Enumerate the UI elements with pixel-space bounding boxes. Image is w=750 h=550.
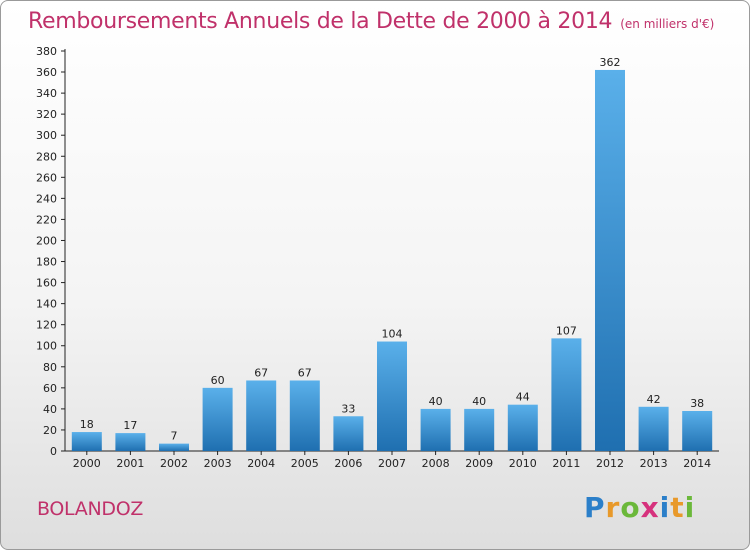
x-tick-label: 2014 [683,457,711,470]
chart-title-text: Remboursements Annuels de la Dette de 20… [28,9,613,34]
x-tick-label: 2013 [640,457,668,470]
y-tick-label: 100 [36,340,57,353]
proxiti-logo[interactable]: Proxiti [584,491,695,524]
data-label: 104 [382,328,403,341]
bar-2000 [71,432,102,451]
x-tick-label: 2012 [596,457,624,470]
x-tick-label: 2011 [552,457,580,470]
bar-2008 [420,408,451,451]
logo-letter: P [584,491,606,524]
y-tick-label: 20 [43,424,57,437]
data-label: 362 [600,56,621,69]
x-tick-label: 2005 [291,457,319,470]
data-label: 17 [123,419,137,432]
y-tick-label: 140 [36,298,57,311]
bar-2002 [159,443,189,451]
chart-title: Remboursements Annuels de la Dette de 20… [28,9,714,34]
data-labels: 18 17 7 60 67 67 33 104 40 40 44 107 362 42 38 [80,56,704,443]
bar-2007 [377,341,407,451]
data-label: 44 [516,391,530,404]
bar-2012 [595,69,625,452]
logo-letter: t [670,491,685,524]
data-label: 33 [341,402,355,415]
y-axis: 0 20 40 60 80 100 120 140 160 180 200 220 240 260 280 3… [36,45,66,458]
bar-2009 [464,408,495,451]
x-tick-label: 2001 [116,457,144,470]
data-label: 18 [80,418,94,431]
bar-2003 [202,387,233,451]
data-label: 7 [171,430,178,443]
y-tick-label: 240 [36,192,57,205]
data-label: 60 [211,374,225,387]
y-tick-label: 200 [36,234,57,247]
bar-2013 [638,406,669,451]
logo-letter: r [605,491,621,524]
bar-2006 [333,416,364,451]
data-label: 38 [690,397,704,410]
chart-subtitle: (en milliers d'€) [620,17,715,31]
x-tick-label: 2010 [509,457,537,470]
y-tick-label: 340 [36,87,57,100]
x-tick-label: 2006 [334,457,362,470]
commune-name: BOLANDOZ [37,498,144,520]
y-tick-label: 300 [36,129,57,142]
y-tick-label: 120 [36,319,57,332]
bar-series [71,69,713,452]
logo-letter: i [684,491,696,524]
y-tick-label: 160 [36,277,57,290]
data-label: 42 [647,393,661,406]
logo-letter: x [640,491,660,524]
y-tick-label: 60 [43,382,57,395]
data-label: 67 [298,366,312,379]
logo-letter: i [659,491,671,524]
bar-2011 [551,338,582,451]
data-label: 107 [556,324,577,337]
bar-2014 [682,411,713,451]
data-label: 40 [472,395,486,408]
y-tick-label: 360 [36,66,57,79]
data-label: 67 [254,366,268,379]
bar-2001 [115,433,146,451]
x-tick-label: 2003 [204,457,232,470]
y-tick-label: 320 [36,108,57,121]
x-tick-label: 2008 [422,457,450,470]
x-tick-label: 2007 [378,457,406,470]
y-tick-label: 220 [36,213,57,226]
y-tick-label: 80 [43,361,57,374]
bar-2005 [289,380,320,451]
x-tick-label: 2009 [465,457,493,470]
y-tick-label: 380 [36,45,57,58]
bar-2004 [246,380,277,451]
y-tick-label: 280 [36,150,57,163]
x-tick-label: 2004 [247,457,275,470]
y-tick-label: 40 [43,403,57,416]
y-tick-label: 0 [50,445,57,458]
x-tick-label: 2002 [160,457,188,470]
data-label: 40 [429,395,443,408]
y-tick-label: 260 [36,171,57,184]
logo-letter: o [620,491,641,524]
bar-2010 [507,404,538,451]
x-axis: 2000 2001 2002 2003 2004 2005 2006 2007 2008 2009… [65,450,719,470]
x-tick-label: 2000 [73,457,101,470]
y-tick-label: 180 [36,256,57,269]
